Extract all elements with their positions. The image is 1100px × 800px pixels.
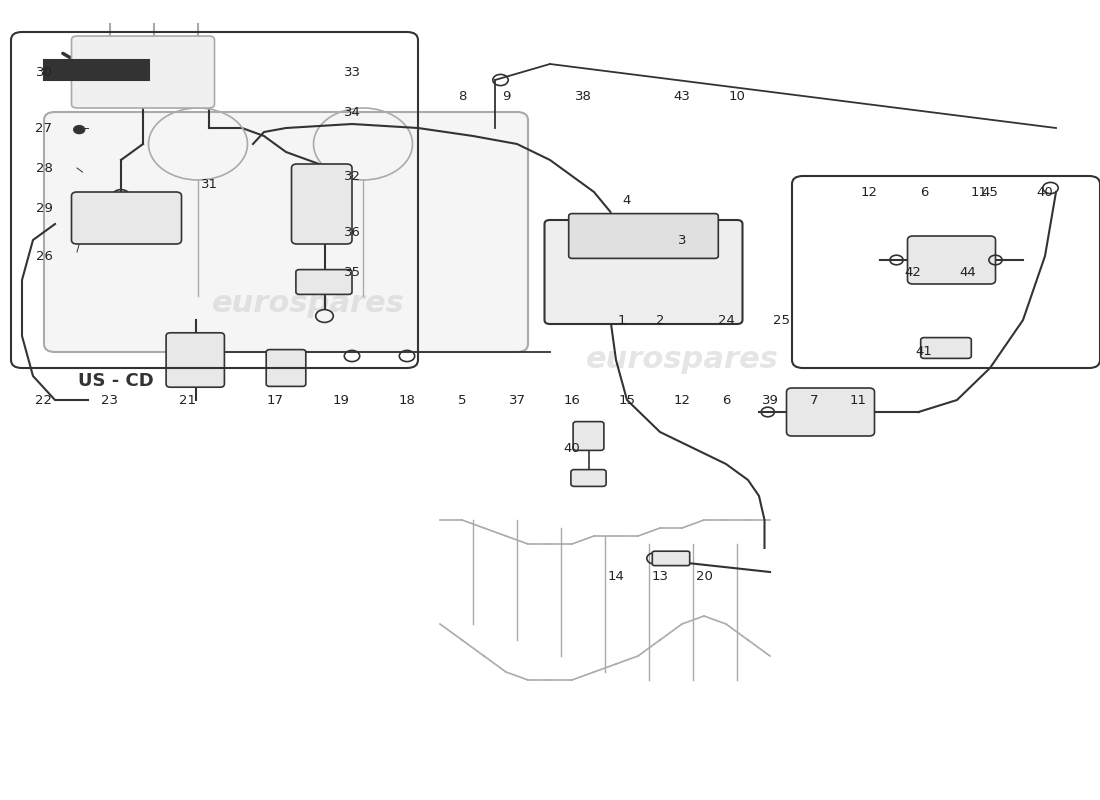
Text: 43: 43 — [673, 90, 691, 102]
Text: 40: 40 — [563, 442, 581, 454]
Text: 12: 12 — [673, 394, 691, 406]
FancyBboxPatch shape — [44, 112, 528, 352]
Text: 36: 36 — [343, 226, 361, 238]
Text: 16: 16 — [563, 394, 581, 406]
Text: 12: 12 — [860, 186, 878, 198]
FancyBboxPatch shape — [571, 470, 606, 486]
FancyBboxPatch shape — [908, 236, 996, 284]
Text: 4: 4 — [623, 194, 631, 206]
Text: eurospares: eurospares — [585, 346, 779, 374]
Text: 1: 1 — [617, 314, 626, 326]
FancyBboxPatch shape — [72, 192, 182, 244]
Text: 11: 11 — [970, 186, 988, 198]
Text: 13: 13 — [651, 570, 669, 582]
Text: US - CD: US - CD — [78, 372, 153, 390]
FancyBboxPatch shape — [44, 60, 148, 80]
Text: 38: 38 — [574, 90, 592, 102]
Text: 35: 35 — [343, 266, 361, 278]
FancyBboxPatch shape — [266, 350, 306, 386]
Text: 5: 5 — [458, 394, 466, 406]
Text: 18: 18 — [398, 394, 416, 406]
Text: 17: 17 — [266, 394, 284, 406]
Text: 6: 6 — [920, 186, 928, 198]
Circle shape — [74, 126, 85, 134]
Text: 25: 25 — [772, 314, 790, 326]
Text: 21: 21 — [178, 394, 196, 406]
FancyBboxPatch shape — [166, 333, 224, 387]
Text: 6: 6 — [722, 394, 730, 406]
Text: 24: 24 — [717, 314, 735, 326]
Text: 22: 22 — [35, 394, 53, 406]
FancyBboxPatch shape — [569, 214, 718, 258]
FancyBboxPatch shape — [921, 338, 971, 358]
FancyBboxPatch shape — [652, 551, 690, 566]
Text: 11: 11 — [849, 394, 867, 406]
Text: 20: 20 — [695, 570, 713, 582]
Text: 14: 14 — [607, 570, 625, 582]
Text: 15: 15 — [618, 394, 636, 406]
Text: 32: 32 — [343, 170, 361, 182]
Text: 9: 9 — [502, 90, 510, 102]
Text: 31: 31 — [200, 178, 218, 190]
Text: 34: 34 — [343, 106, 361, 118]
Text: eurospares: eurospares — [211, 290, 405, 318]
FancyBboxPatch shape — [786, 388, 875, 436]
Text: 2: 2 — [656, 314, 664, 326]
Text: 41: 41 — [915, 346, 933, 358]
Text: 44: 44 — [959, 266, 977, 278]
Text: 40: 40 — [1036, 186, 1054, 198]
FancyBboxPatch shape — [296, 270, 352, 294]
Text: 19: 19 — [332, 394, 350, 406]
Text: 29: 29 — [35, 202, 53, 214]
Text: 7: 7 — [810, 394, 818, 406]
Text: 26: 26 — [35, 250, 53, 262]
Text: 30: 30 — [35, 66, 53, 78]
FancyBboxPatch shape — [72, 36, 214, 108]
Text: 3: 3 — [678, 234, 686, 246]
FancyBboxPatch shape — [926, 246, 988, 282]
Text: 33: 33 — [343, 66, 361, 78]
Text: 27: 27 — [35, 122, 53, 134]
Text: 23: 23 — [101, 394, 119, 406]
Text: 42: 42 — [904, 266, 922, 278]
FancyBboxPatch shape — [544, 220, 742, 324]
Text: 28: 28 — [35, 162, 53, 174]
Text: 39: 39 — [761, 394, 779, 406]
FancyBboxPatch shape — [573, 422, 604, 450]
Text: 37: 37 — [508, 394, 526, 406]
Text: 10: 10 — [728, 90, 746, 102]
FancyBboxPatch shape — [292, 164, 352, 244]
Text: 8: 8 — [458, 90, 466, 102]
Text: 45: 45 — [981, 186, 999, 198]
